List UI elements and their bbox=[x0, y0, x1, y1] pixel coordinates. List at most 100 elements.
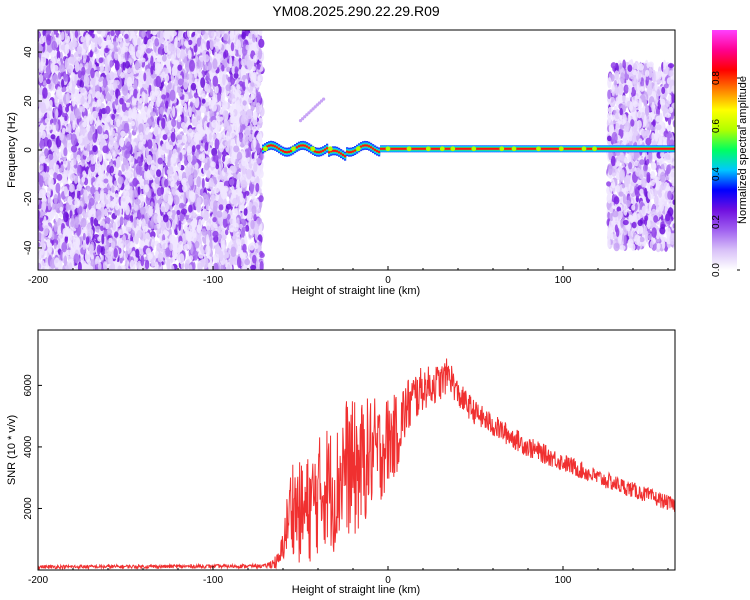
noise-blob bbox=[119, 257, 123, 264]
noise-blob bbox=[173, 195, 180, 205]
noise-blob bbox=[117, 176, 124, 185]
noise-blob bbox=[103, 229, 108, 235]
noise-blob bbox=[140, 196, 145, 208]
noise-blob bbox=[164, 193, 169, 203]
noise-blob bbox=[135, 248, 140, 258]
noise-blob bbox=[222, 93, 226, 99]
noise-blob bbox=[38, 242, 41, 248]
noise-blob bbox=[55, 182, 61, 194]
noise-blob bbox=[166, 60, 170, 69]
noise-blob bbox=[125, 226, 132, 232]
noise-blob bbox=[74, 73, 78, 85]
noise-blob bbox=[224, 259, 228, 268]
figure-title: YM08.2025.290.22.29.R09 bbox=[272, 3, 440, 19]
noise-blob bbox=[201, 178, 205, 189]
noise-blob bbox=[47, 92, 51, 98]
noise-blob bbox=[177, 115, 182, 123]
noise-blob bbox=[156, 96, 161, 108]
noise-blob bbox=[103, 261, 108, 270]
noise-blob bbox=[206, 225, 210, 231]
noise-blob bbox=[52, 209, 57, 216]
noise-blob bbox=[232, 197, 238, 205]
noise-blob bbox=[204, 182, 209, 189]
noise-blob bbox=[160, 43, 165, 50]
noise-blob bbox=[244, 78, 248, 88]
noise-blob bbox=[96, 244, 101, 255]
noise-blob bbox=[46, 238, 51, 246]
noise-blob bbox=[185, 226, 190, 237]
noise-blob bbox=[53, 242, 57, 250]
noise-blob bbox=[67, 123, 72, 134]
noise-blob bbox=[168, 81, 172, 90]
noise-blob bbox=[150, 218, 154, 230]
noise-blob bbox=[98, 57, 104, 64]
noise-blob bbox=[114, 51, 119, 61]
noise-blob bbox=[61, 79, 65, 88]
noise-blob bbox=[181, 122, 186, 129]
noise-blob bbox=[184, 259, 190, 270]
noise-blob bbox=[239, 134, 243, 143]
noise-blob bbox=[49, 169, 54, 176]
noise-blob bbox=[212, 217, 217, 223]
noise-blob bbox=[207, 61, 212, 71]
noise-blob bbox=[191, 145, 196, 153]
noise-blob bbox=[113, 180, 118, 187]
noise-blob bbox=[87, 113, 93, 121]
noise-blob bbox=[133, 216, 137, 229]
noise-blob bbox=[38, 262, 42, 270]
noise-blob bbox=[101, 233, 105, 245]
noise-blob bbox=[174, 79, 178, 87]
noise-blob bbox=[221, 234, 227, 240]
noise-blob bbox=[90, 186, 96, 195]
noise-blob bbox=[205, 72, 210, 81]
noise-blob bbox=[128, 107, 132, 120]
noise-blob bbox=[40, 260, 45, 268]
noise-blob bbox=[225, 229, 229, 236]
noise-blob bbox=[232, 208, 236, 214]
noise-blob bbox=[178, 202, 185, 209]
noise-blob bbox=[253, 213, 257, 222]
noise-blob bbox=[88, 197, 95, 206]
noise-blob bbox=[225, 43, 229, 51]
noise-blob bbox=[255, 182, 260, 193]
noise-blob bbox=[124, 60, 130, 69]
noise-blob bbox=[144, 184, 150, 193]
noise-blob bbox=[257, 75, 261, 88]
noise-blob bbox=[38, 189, 45, 200]
noise-blob bbox=[234, 121, 241, 134]
noise-blob bbox=[89, 50, 93, 58]
noise-blob bbox=[189, 255, 194, 261]
noise-blob bbox=[147, 38, 153, 49]
noise-blob bbox=[242, 168, 247, 175]
noise-blob bbox=[157, 157, 163, 165]
noise-blob bbox=[72, 120, 76, 131]
noise-blob bbox=[53, 193, 58, 205]
noise-blob bbox=[216, 132, 222, 140]
noise-blob bbox=[222, 155, 226, 162]
noise-blob bbox=[136, 36, 143, 46]
noise-blob bbox=[188, 190, 193, 200]
noise-blob bbox=[150, 55, 154, 67]
noise-blob bbox=[222, 74, 226, 86]
noise-blob bbox=[63, 72, 67, 79]
noise-blob bbox=[104, 217, 111, 225]
noise-blob bbox=[66, 133, 72, 141]
noise-blob bbox=[141, 30, 146, 38]
noise-blob bbox=[247, 147, 251, 158]
noise-blob bbox=[183, 116, 188, 123]
noise-blob bbox=[164, 73, 170, 83]
noise-blob bbox=[80, 96, 85, 106]
noise-blob bbox=[46, 190, 51, 198]
noise-blob bbox=[165, 100, 169, 109]
noise-blob bbox=[106, 114, 111, 123]
spectrogram-marks bbox=[38, 30, 675, 270]
noise-blob bbox=[112, 198, 116, 207]
noise-blob bbox=[243, 208, 248, 216]
noise-blob bbox=[96, 99, 100, 108]
noise-blob bbox=[39, 165, 44, 171]
noise-blob bbox=[259, 260, 264, 270]
noise-blob bbox=[181, 134, 188, 144]
noise-blob bbox=[118, 34, 123, 43]
